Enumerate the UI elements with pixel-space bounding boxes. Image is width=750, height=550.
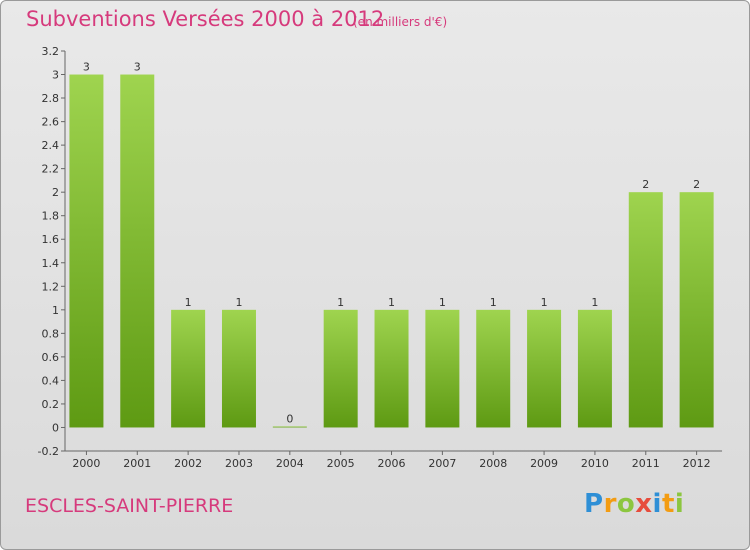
x-tick-label: 2008 — [479, 457, 507, 470]
y-tick-label: 1.4 — [42, 257, 60, 270]
bar — [171, 309, 206, 428]
bar — [120, 74, 155, 428]
commune-name: ESCLES-SAINT-PIERRE — [25, 495, 234, 517]
x-tick-label: 2007 — [428, 457, 456, 470]
x-tick-label: 2002 — [174, 457, 202, 470]
bar-value-label: 1 — [235, 296, 242, 309]
y-tick-label: 0 — [52, 421, 59, 434]
x-tick-label: 2003 — [225, 457, 253, 470]
logo-letter: r — [603, 489, 617, 519]
logo-letter: x — [635, 489, 653, 519]
proxiti-logo[interactable]: Proxiti — [584, 489, 684, 519]
y-tick-label: 0.2 — [42, 398, 60, 411]
bar — [221, 309, 256, 428]
logo-letter: i — [674, 489, 685, 519]
bar-value-label: 1 — [185, 296, 192, 309]
logo-letter: o — [616, 489, 636, 519]
y-tick-label: -0.2 — [38, 445, 59, 458]
x-tick-label: 2001 — [123, 457, 151, 470]
bar — [374, 309, 409, 428]
x-tick-label: 2005 — [327, 457, 355, 470]
y-tick-label: 2.4 — [42, 139, 60, 152]
bar — [272, 426, 307, 428]
chart-title: Subventions Versées 2000 à 2012 — [26, 7, 385, 31]
bar — [476, 309, 511, 428]
y-tick-label: 0.8 — [42, 327, 60, 340]
y-tick-label: 3.2 — [42, 45, 60, 58]
x-tick-label: 2004 — [276, 457, 304, 470]
logo-letter: P — [584, 489, 604, 519]
x-tick-label: 2011 — [632, 457, 660, 470]
y-tick-label: 0.6 — [42, 351, 60, 364]
bar-value-label: 1 — [337, 296, 344, 309]
bar-value-label: 0 — [286, 412, 293, 425]
bar-value-label: 1 — [490, 296, 497, 309]
y-tick-label: 2.6 — [42, 116, 60, 129]
bar-value-label: 3 — [83, 61, 90, 74]
bar-value-label: 1 — [388, 296, 395, 309]
bar — [628, 192, 663, 428]
bar — [425, 309, 460, 428]
logo-letter: i — [652, 489, 662, 519]
logo-letter: t — [661, 489, 675, 519]
bar-value-label: 1 — [439, 296, 446, 309]
y-tick-label: 3 — [52, 69, 59, 82]
y-tick-label: 2 — [52, 186, 59, 199]
plot-area: -0.2 0 0.2 0.4 0.6 0.8 1 1.2 1.4 1.6 1.8 2 2.2 2.4 2.6… — [38, 45, 723, 470]
bar-value-label: 1 — [541, 296, 548, 309]
bar — [527, 309, 562, 428]
x-tick-label: 2012 — [683, 457, 711, 470]
y-tick-label: 1.6 — [42, 233, 60, 246]
x-tick-label: 2010 — [581, 457, 609, 470]
x-tick-label: 2000 — [72, 457, 100, 470]
x-tick-label: 2006 — [378, 457, 406, 470]
bar — [679, 192, 714, 428]
y-tick-label: 2.2 — [42, 163, 60, 176]
x-tick-label: 2009 — [530, 457, 558, 470]
y-tick-label: 1.8 — [42, 210, 60, 223]
y-tick-label: 1 — [52, 304, 59, 317]
bar-value-label: 1 — [591, 296, 598, 309]
bar-value-label: 2 — [693, 178, 700, 191]
bar — [69, 74, 104, 428]
bar — [323, 309, 358, 428]
y-tick-label: 0.4 — [42, 374, 60, 387]
bar-value-label: 2 — [642, 178, 649, 191]
bar — [577, 309, 612, 428]
y-tick-label: 2.8 — [42, 92, 60, 105]
chart-unit-note: (en milliers d'€) — [353, 15, 448, 29]
y-tick-label: 1.2 — [42, 280, 60, 293]
bar-value-label: 3 — [134, 61, 141, 74]
